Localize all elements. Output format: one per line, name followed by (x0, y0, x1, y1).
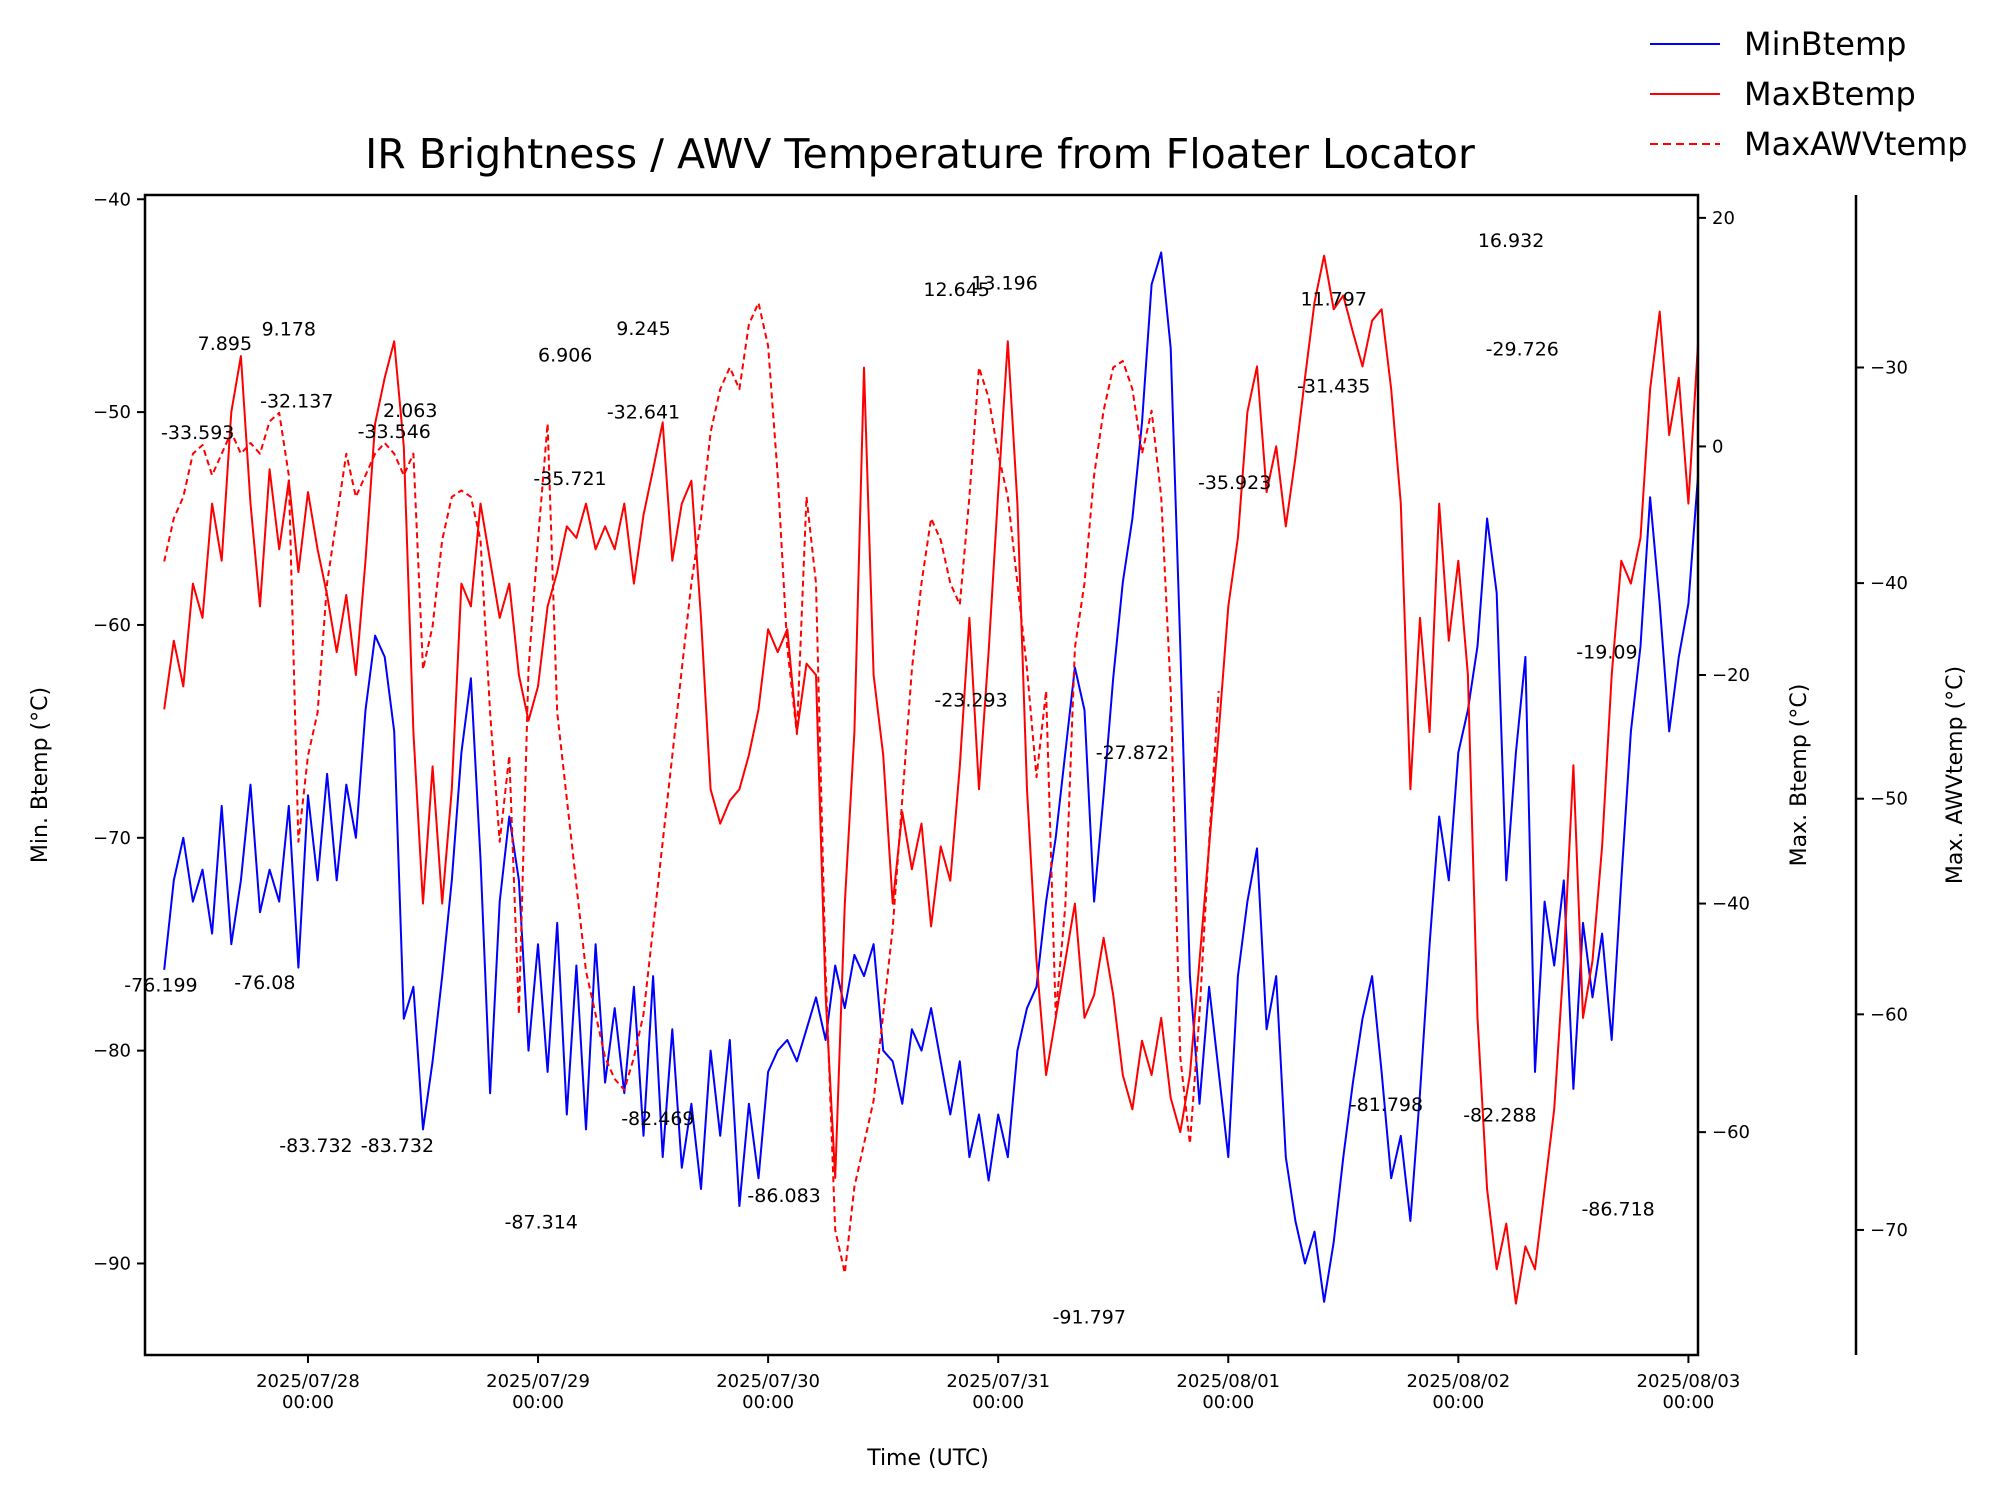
data-label: -76.08 (234, 972, 295, 994)
data-label: -82.469 (621, 1108, 694, 1130)
legend-label-max: MaxBtemp (1744, 75, 1916, 113)
x-tick-label-time: 00:00 (1202, 1392, 1254, 1413)
data-label: -87.314 (505, 1211, 578, 1233)
data-label: 13.196 (971, 273, 1037, 295)
y-left-tick-label: −90 (93, 1253, 131, 1274)
legend-label-min: MinBtemp (1744, 25, 1906, 63)
x-tick-label-date: 2025/07/31 (946, 1371, 1050, 1392)
data-label: 9.245 (616, 318, 670, 340)
data-label: -83.732 (279, 1135, 352, 1157)
data-label: 16.932 (1478, 230, 1544, 252)
axes-layer: −40 −50 −60 −70 −80 −90 20 0 −20 −40 −60 −30 −40 −50 −… (93, 189, 1908, 1413)
data-label: -33.593 (161, 422, 234, 444)
chart-title: IR Brightness / AWV Temperature from Flo… (365, 130, 1475, 178)
annotation-layer: -76.199 -76.08 -83.732 -83.732 -87.314 -82.46… (124, 230, 1654, 1329)
y-awv-tick-label: −70 (1870, 1220, 1908, 1241)
data-label: -29.726 (1486, 339, 1559, 361)
x-tick-label-time: 00:00 (742, 1392, 794, 1413)
x-axis-label: Time (UTC) (866, 1446, 989, 1471)
x-tick-label-date: 2025/07/29 (486, 1371, 590, 1392)
y-right-tick-label: −20 (1712, 665, 1750, 686)
y-right-tick-label: 0 (1712, 436, 1723, 457)
data-label: 2.063 (383, 400, 437, 422)
legend: MinBtemp MaxBtemp MaxAWVtemp (1650, 25, 1968, 163)
data-label: -76.199 (124, 975, 197, 997)
series-line-maxawvtemp (163, 301, 1220, 1275)
x-tick-label-date: 2025/08/01 (1176, 1371, 1280, 1392)
y-left-tick-label: −60 (93, 615, 131, 636)
plot-frame (143, 193, 1700, 1357)
y-awv-tick-label: −50 (1870, 789, 1908, 810)
data-label: 9.178 (262, 319, 316, 341)
data-label: -35.721 (533, 468, 606, 490)
y-right-tick-label: −60 (1712, 1122, 1750, 1143)
y-awv-tick-label: −40 (1870, 573, 1908, 594)
y-left-tick-label: −80 (93, 1041, 131, 1062)
data-label: -31.435 (1297, 375, 1370, 397)
data-label: -32.641 (607, 401, 680, 423)
series-layer (163, 251, 1698, 1305)
data-label: -91.797 (1053, 1307, 1126, 1329)
y-left-tick-label: −70 (93, 828, 131, 849)
x-tick-label-time: 00:00 (512, 1392, 564, 1413)
series-line-minbtemp (163, 251, 1698, 1303)
data-label: 7.895 (198, 333, 252, 355)
x-tick-label-time: 00:00 (1662, 1392, 1714, 1413)
x-tick-label-date: 2025/07/30 (716, 1371, 820, 1392)
data-label: -23.293 (934, 690, 1007, 712)
data-label: -81.798 (1350, 1094, 1423, 1116)
x-tick-label-time: 00:00 (972, 1392, 1024, 1413)
y-axis-right-label: Max. Btemp (°C) (1787, 684, 1812, 867)
y-axis-awv-label: Max. AWVtemp (°C) (1943, 666, 1968, 884)
data-label: -33.546 (358, 421, 431, 443)
data-label: -86.083 (747, 1185, 820, 1207)
y-left-tick-label: −40 (93, 189, 131, 210)
y-right-tick-label: 20 (1712, 208, 1735, 229)
legend-label-awv: MaxAWVtemp (1744, 125, 1968, 163)
data-label: -32.137 (260, 391, 333, 413)
series-line-maxbtemp (163, 254, 1698, 1305)
x-tick-label-time: 00:00 (1432, 1392, 1484, 1413)
x-tick-label-date: 2025/08/02 (1406, 1371, 1510, 1392)
data-label: -83.732 (361, 1135, 434, 1157)
data-label: -27.872 (1096, 742, 1169, 764)
y-axis-left-label: Min. Btemp (°C) (28, 687, 53, 863)
data-label: 12.645 (923, 279, 989, 301)
data-label: -86.718 (1581, 1199, 1654, 1221)
data-label: 6.906 (538, 345, 592, 367)
y-awv-tick-label: −60 (1870, 1004, 1908, 1025)
x-tick-label-date: 2025/07/28 (256, 1371, 360, 1392)
data-label: -19.09 (1576, 642, 1637, 664)
y-right-tick-label: −40 (1712, 894, 1750, 915)
y-left-tick-label: −50 (93, 402, 131, 423)
x-tick-label-date: 2025/08/03 (1637, 1371, 1741, 1392)
y-awv-tick-label: −30 (1870, 357, 1908, 378)
data-label: 11.797 (1300, 289, 1366, 311)
x-tick-label-time: 00:00 (282, 1392, 334, 1413)
data-label: -82.288 (1463, 1104, 1536, 1126)
data-label: -35.923 (1198, 472, 1271, 494)
